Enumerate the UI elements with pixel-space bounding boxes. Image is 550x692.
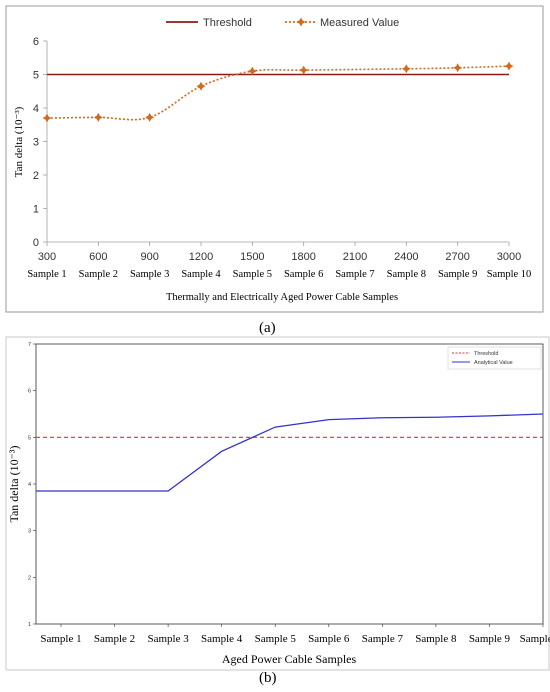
chart-b-marks [36, 413, 544, 492]
chart-b-legend-box [447, 346, 542, 370]
y-tick-label: 2 [28, 575, 31, 581]
x-category-label: Sample 6 [284, 269, 323, 280]
x-category-label: Sample 2 [94, 633, 135, 645]
x-tick-label: 2400 [394, 251, 418, 263]
chart-a: Threshold Measured Value 0 1 2 3 4 5 6 300 Sampl… [5, 5, 544, 313]
x-category-label: Sample 8 [387, 269, 426, 280]
y-tick-label: 3 [28, 529, 31, 535]
y-tick-label: 7 [28, 342, 31, 348]
measured-value-point [401, 64, 411, 74]
chart-b-legend: Threshold Analytical Value [447, 346, 542, 370]
x-category-label: Sample 1 [27, 269, 66, 280]
x-category-label: Sample 4 [181, 269, 221, 280]
chart-b-x-label: Aged Power Cable Samples [222, 652, 357, 666]
measured-value-point [145, 112, 155, 122]
x-category-label: Sample 3 [147, 633, 189, 645]
x-tick-label: 1200 [189, 251, 213, 263]
x-category-label: Sample 6 [308, 633, 350, 645]
x-category-label: Sample 7 [335, 269, 374, 280]
legend-threshold-label: Threshold [203, 17, 252, 29]
x-category-label: Sample 5 [233, 269, 272, 280]
measured-value-point [453, 63, 463, 73]
measured-value-line [46, 65, 510, 121]
x-category-label: Sample 5 [255, 633, 297, 645]
chart-b-axes: 1 2 3 4 5 6 7 Sample 1 Sample 2 Sample 3 Sample 4 S… [28, 342, 550, 645]
measured-value-point [247, 66, 257, 76]
x-tick-label: 600 [89, 251, 107, 263]
chart-a-frame [5, 5, 544, 313]
x-category-label: Sample 10 [520, 633, 550, 645]
y-tick-label: 4 [28, 482, 31, 488]
chart-a-marks [42, 61, 514, 123]
x-tick-label: 1500 [240, 251, 264, 263]
chart-b-y-label: Tan delta (10⁻³) [7, 445, 21, 522]
y-tick-label: 6 [28, 389, 31, 395]
y-tick-label: 5 [33, 70, 39, 82]
panel-a-label: (a) [259, 320, 276, 336]
x-category-label: Sample 3 [130, 269, 169, 280]
legend-analytical-label: Analytical Value [474, 360, 513, 366]
y-tick-label: 3 [33, 137, 39, 149]
y-tick-label: 4 [33, 103, 39, 115]
chart-b-frame [5, 336, 550, 671]
measured-value-point [93, 112, 103, 122]
analytical-value-line [36, 413, 544, 492]
chart-a-legend: Threshold Measured Value [166, 17, 399, 29]
chart-a-x-label: Thermally and Electrically Aged Power Ca… [166, 292, 398, 303]
panel-b-label: (b) [259, 670, 277, 686]
y-tick-label: 1 [33, 204, 39, 216]
legend-measured-marker [296, 17, 306, 27]
legend-measured-label: Measured Value [320, 17, 399, 29]
measured-value-point [299, 65, 309, 75]
measured-value-point [42, 113, 52, 123]
x-category-label: Sample 8 [415, 633, 457, 645]
x-category-label: Sample 2 [79, 269, 118, 280]
y-tick-label: 0 [33, 237, 39, 249]
y-tick-label: 5 [28, 435, 31, 441]
x-category-label: Sample 1 [40, 633, 81, 645]
x-category-label: Sample 4 [201, 633, 243, 645]
chart-b: Threshold Analytical Value 1 2 3 4 5 6 7 Sample… [5, 336, 550, 671]
y-tick-label: 2 [33, 170, 39, 182]
x-category-label: Sample 7 [362, 633, 404, 645]
measured-value-point [504, 61, 514, 71]
chart-a-axes: 0 1 2 3 4 5 6 300 Sample 1 600 Sample 2 900 Sample 3… [27, 36, 531, 280]
x-tick-label: 2100 [343, 251, 367, 263]
x-tick-label: 2700 [445, 251, 469, 263]
y-tick-label: 6 [33, 36, 39, 48]
x-tick-label: 900 [140, 251, 158, 263]
x-tick-label: 3000 [497, 251, 521, 263]
chart-a-y-label: Tan delta (10⁻³) [13, 106, 25, 177]
x-tick-label: 300 [38, 251, 56, 263]
y-tick-label: 1 [28, 622, 31, 628]
measured-value-point [196, 81, 206, 91]
legend-threshold-label: Threshold [474, 351, 498, 357]
x-tick-label: 1800 [291, 251, 315, 263]
x-category-label: Sample 10 [487, 269, 532, 280]
x-category-label: Sample 9 [438, 269, 477, 280]
x-category-label: Sample 9 [469, 633, 511, 645]
